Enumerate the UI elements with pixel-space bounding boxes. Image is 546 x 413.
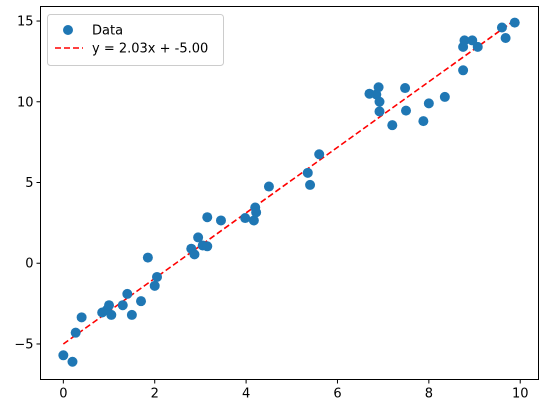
plot-area-frame <box>40 6 539 380</box>
data-point <box>305 179 316 190</box>
y-tick-label: −5 <box>14 337 33 352</box>
y-axis: −5 0 5 10 15 <box>14 15 41 352</box>
fit-line <box>62 19 516 345</box>
legend: Data y = 2.03x + -5.00 <box>47 14 224 66</box>
y-tick-label: 10 <box>17 95 34 110</box>
data-point <box>104 300 115 311</box>
data-point <box>189 249 200 260</box>
data-point <box>387 120 398 131</box>
data-point <box>142 252 153 263</box>
y-tick-label: 0 <box>25 257 33 272</box>
data-point <box>458 65 469 76</box>
data-point <box>240 213 251 224</box>
data-point <box>418 116 429 127</box>
data-point <box>202 212 213 223</box>
data-point <box>401 105 412 116</box>
data-point <box>58 350 69 361</box>
data-point <box>509 17 520 28</box>
data-point <box>122 288 133 299</box>
data-point <box>500 32 511 43</box>
y-tick-label: 5 <box>25 176 33 191</box>
data-point <box>373 82 384 93</box>
data-point <box>126 309 137 320</box>
data-point <box>117 300 128 311</box>
x-tick-label: 8 <box>425 387 433 402</box>
data-point <box>106 309 117 320</box>
data-point <box>374 106 385 117</box>
data-point <box>439 91 450 102</box>
data-point <box>149 280 160 291</box>
x-tick-label: 10 <box>512 387 529 402</box>
legend-scatter-marker <box>63 25 73 35</box>
data-points-layer <box>58 17 520 367</box>
data-point <box>202 241 213 252</box>
x-axis: 0 2 4 6 8 10 <box>59 379 529 402</box>
x-tick-label: 4 <box>242 387 250 402</box>
fit-line-layer <box>62 19 516 345</box>
data-point <box>472 41 483 52</box>
data-point <box>496 22 507 33</box>
data-point <box>67 356 78 367</box>
legend-box <box>47 14 224 66</box>
data-point <box>263 181 274 192</box>
x-tick-label: 6 <box>333 387 341 402</box>
data-point <box>70 327 81 338</box>
data-point <box>193 232 204 243</box>
x-tick-label: 2 <box>151 387 159 402</box>
data-point <box>400 83 411 94</box>
data-point <box>152 271 163 282</box>
data-point <box>248 215 259 226</box>
y-tick-label: 15 <box>17 15 34 30</box>
legend-label-fit: y = 2.03x + -5.00 <box>92 42 208 57</box>
data-point <box>423 98 434 109</box>
data-point <box>314 149 325 160</box>
legend-label-data: Data <box>92 24 123 39</box>
data-point <box>302 167 313 178</box>
data-point <box>251 207 262 218</box>
data-point <box>76 312 87 323</box>
data-point <box>215 215 226 226</box>
data-point <box>374 96 385 107</box>
x-tick-label: 0 <box>59 387 67 402</box>
data-point <box>459 35 470 46</box>
data-point <box>136 296 147 307</box>
